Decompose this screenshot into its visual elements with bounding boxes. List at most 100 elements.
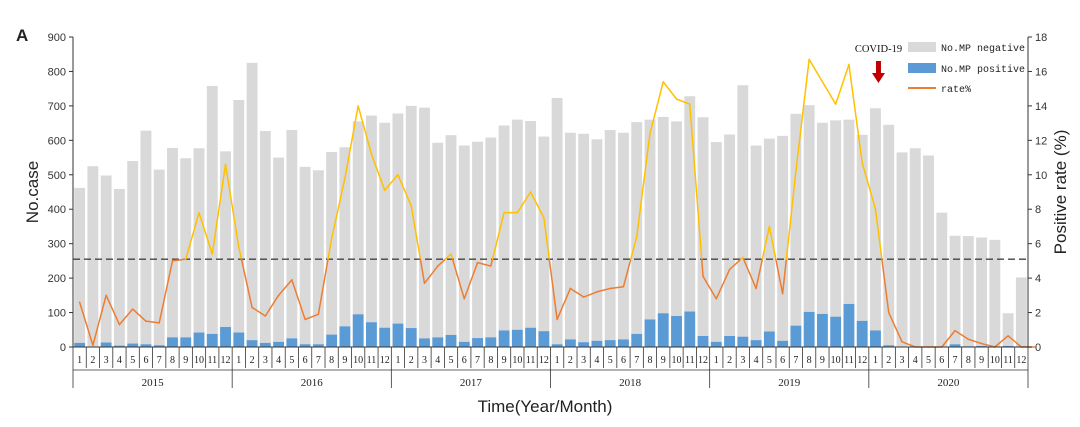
rate-line-segment	[224, 163, 240, 248]
bar-negative	[830, 120, 842, 317]
bar-positive	[777, 340, 789, 347]
month-label: 7	[953, 355, 958, 366]
bar-positive	[604, 340, 616, 347]
month-label: 6	[780, 355, 785, 366]
bar-negative	[538, 136, 550, 332]
rate-line-segment	[702, 275, 718, 300]
bar-positive	[790, 325, 802, 347]
month-label: 8	[807, 355, 812, 366]
rate-line-segment	[397, 174, 412, 207]
bar-negative	[936, 212, 948, 347]
month-label: 9	[502, 355, 507, 366]
rate-line-segment	[264, 294, 280, 317]
month-label: 3	[899, 355, 904, 366]
month-label: 3	[740, 355, 745, 366]
bar-negative	[777, 135, 789, 341]
bar-negative	[724, 134, 736, 336]
bar-negative	[896, 152, 908, 347]
rate-line-segment	[980, 342, 996, 348]
month-label: 1	[714, 355, 719, 366]
rate-line-segment	[881, 258, 890, 314]
rate-line-segment	[548, 258, 558, 321]
rate-line-segment	[761, 225, 771, 260]
bar-positive	[816, 313, 828, 347]
month-label: 4	[913, 355, 918, 366]
bar-positive	[352, 314, 364, 347]
bar-positive	[976, 345, 988, 347]
rate-line-segment	[785, 170, 797, 260]
bar-positive	[365, 322, 377, 347]
rate-line-segment	[715, 268, 731, 300]
bar-positive	[113, 345, 125, 347]
bar-positive	[724, 335, 736, 347]
bar-positive	[220, 327, 231, 347]
bar-negative	[352, 121, 364, 315]
legend: No.MP negative No.MP positive rate%	[908, 42, 1025, 96]
rate-line-segment	[874, 208, 883, 260]
month-label: 10	[512, 355, 522, 366]
bar-positive	[74, 342, 86, 347]
bar-positive	[1002, 345, 1014, 347]
covid-arrow-head	[871, 73, 885, 83]
bar-negative	[989, 239, 1001, 347]
bar-negative	[631, 122, 643, 334]
rate-line-segment	[410, 205, 422, 260]
bar-negative	[113, 188, 125, 346]
y-axis-label-right: Positive rate (%)	[1051, 130, 1070, 255]
bar-positive	[405, 328, 417, 347]
bar-positive	[564, 339, 576, 347]
rate-line-segment	[941, 329, 956, 348]
rate-line-segment	[901, 341, 917, 348]
bar-positive	[511, 329, 523, 347]
bar-positive	[591, 340, 603, 347]
bar-negative	[405, 105, 417, 329]
bar-negative	[445, 135, 457, 335]
rate-line-segment	[887, 311, 903, 343]
rate-line-segment	[700, 258, 704, 278]
rate-line-segment	[92, 294, 107, 347]
month-label: 11	[844, 355, 854, 366]
bar-positive	[485, 337, 497, 347]
month-label: 7	[316, 355, 321, 366]
rate-line-segment	[742, 258, 757, 290]
rate-line-segment	[768, 225, 777, 260]
bar-positive	[870, 330, 881, 347]
rate-line-segment	[419, 258, 426, 285]
bar-negative	[233, 100, 245, 333]
month-label: 6	[621, 355, 626, 366]
y-tick-label-right: 2	[1035, 308, 1041, 320]
y-tick-label-right: 8	[1035, 204, 1041, 216]
month-label: 9	[661, 355, 666, 366]
bar-positive	[737, 336, 749, 347]
rate-line-segment	[861, 161, 877, 210]
bar-negative	[684, 96, 696, 312]
month-label: 9	[183, 355, 188, 366]
bar-negative	[246, 62, 258, 341]
bar-positive	[684, 311, 696, 347]
rate-line-layer	[78, 58, 1036, 348]
y-tick-label-left: 700	[48, 101, 66, 113]
month-label: 3	[581, 355, 586, 366]
y-tick-label-right: 12	[1035, 135, 1047, 147]
bar-positive	[856, 320, 868, 347]
bar-negative	[604, 130, 616, 341]
rate-line-segment	[795, 58, 810, 173]
month-label: 4	[435, 355, 440, 366]
rate-line-segment	[821, 81, 837, 105]
rate-line-segment	[171, 258, 187, 262]
bar-positive	[618, 339, 629, 347]
rate-line-segment	[1007, 335, 1023, 348]
bars-layer	[74, 62, 1027, 347]
month-label: 2	[568, 355, 573, 366]
bar-positive	[312, 344, 324, 347]
bar-positive	[697, 335, 709, 347]
bar-negative	[511, 119, 523, 330]
bar-negative	[644, 119, 656, 320]
month-label: 2	[886, 355, 891, 366]
month-label: 6	[939, 355, 944, 366]
y-tick-label-left: 400	[48, 204, 66, 216]
rate-line-segment	[437, 258, 447, 267]
bar-negative	[74, 187, 86, 343]
month-label: 4	[117, 355, 122, 366]
